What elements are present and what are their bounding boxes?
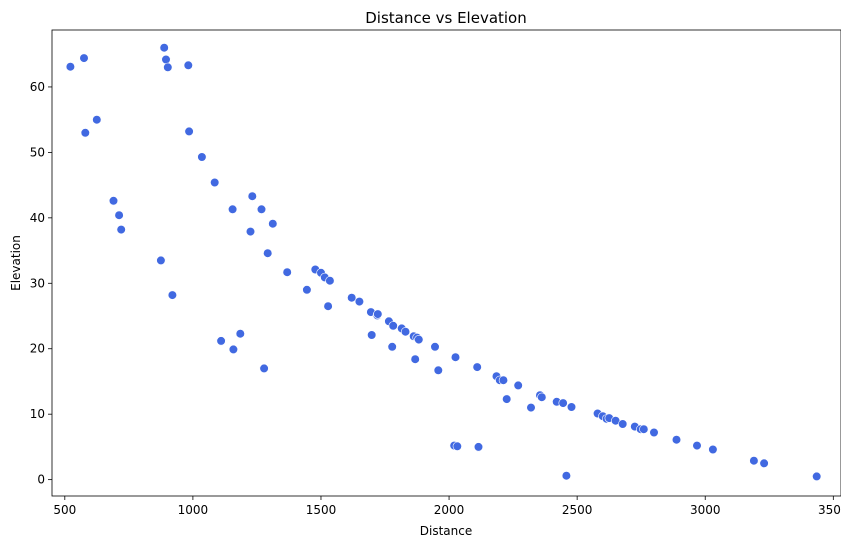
data-point	[452, 441, 462, 451]
data-point	[472, 362, 482, 372]
data-point	[498, 375, 509, 385]
data-point	[354, 297, 365, 307]
data-point	[671, 435, 682, 445]
x-tick-label: 2000	[434, 503, 465, 517]
data-point	[367, 330, 377, 340]
data-point	[184, 126, 194, 136]
y-axis: 0 10 20 30 40 50 60	[30, 80, 52, 487]
data-points	[65, 43, 822, 482]
data-point	[79, 53, 89, 63]
data-point	[526, 403, 536, 413]
data-point	[167, 290, 177, 300]
data-point	[197, 152, 207, 162]
data-point	[183, 60, 193, 70]
data-point	[256, 204, 267, 214]
y-tick-label: 40	[30, 211, 45, 225]
data-point	[433, 365, 443, 375]
data-point	[114, 210, 124, 220]
plot-frame	[51, 29, 841, 497]
y-tick-label: 20	[30, 342, 45, 356]
data-point	[692, 441, 702, 451]
data-point	[156, 255, 166, 266]
x-axis-label: Distance	[420, 524, 472, 538]
data-point	[759, 458, 769, 468]
data-point	[513, 380, 523, 391]
data-point	[537, 392, 547, 402]
data-point	[502, 394, 512, 404]
data-point	[558, 398, 568, 408]
data-point	[159, 43, 169, 53]
data-point	[430, 342, 440, 352]
data-point	[210, 177, 220, 188]
data-point	[708, 444, 718, 455]
data-point	[259, 363, 269, 374]
data-point	[812, 471, 822, 482]
x-tick-label: 3000	[690, 503, 721, 517]
data-point	[566, 402, 577, 412]
data-point	[388, 321, 398, 331]
data-point	[749, 456, 759, 466]
data-point	[639, 424, 649, 434]
data-point	[108, 196, 119, 206]
data-point	[473, 442, 484, 452]
data-point	[245, 227, 256, 237]
data-point	[65, 62, 75, 72]
y-tick-label: 50	[30, 145, 45, 159]
data-point	[400, 327, 411, 337]
data-point	[161, 54, 171, 65]
data-point	[450, 352, 461, 362]
data-point	[325, 276, 335, 286]
x-tick-label: 500	[53, 503, 76, 517]
data-point	[302, 285, 312, 295]
data-point	[268, 219, 278, 229]
data-point	[323, 301, 333, 311]
y-tick-label: 30	[30, 276, 45, 290]
data-point	[163, 62, 173, 72]
data-point	[80, 128, 90, 138]
y-tick-label: 60	[30, 80, 45, 94]
data-point	[282, 267, 292, 277]
chart-title: Distance vs Elevation	[365, 9, 527, 27]
y-axis-label: Elevation	[9, 235, 23, 291]
x-tick-label: 2500	[562, 503, 593, 517]
data-point	[649, 427, 659, 438]
x-tick-label: 1000	[178, 503, 209, 517]
data-point	[263, 248, 273, 258]
data-point	[116, 225, 126, 235]
data-point	[235, 329, 245, 339]
data-point	[618, 419, 628, 429]
y-tick-label: 10	[30, 407, 45, 421]
data-point	[561, 471, 572, 481]
data-point	[92, 115, 102, 125]
data-point	[414, 335, 424, 345]
data-point	[247, 191, 257, 201]
data-point	[410, 354, 420, 364]
data-point	[387, 342, 397, 352]
data-point	[216, 336, 226, 346]
data-point	[373, 309, 383, 319]
x-tick-label: 1500	[306, 503, 337, 517]
data-point	[228, 344, 238, 355]
y-tick-label: 0	[37, 473, 45, 487]
data-point	[347, 293, 357, 303]
data-point	[228, 204, 238, 214]
